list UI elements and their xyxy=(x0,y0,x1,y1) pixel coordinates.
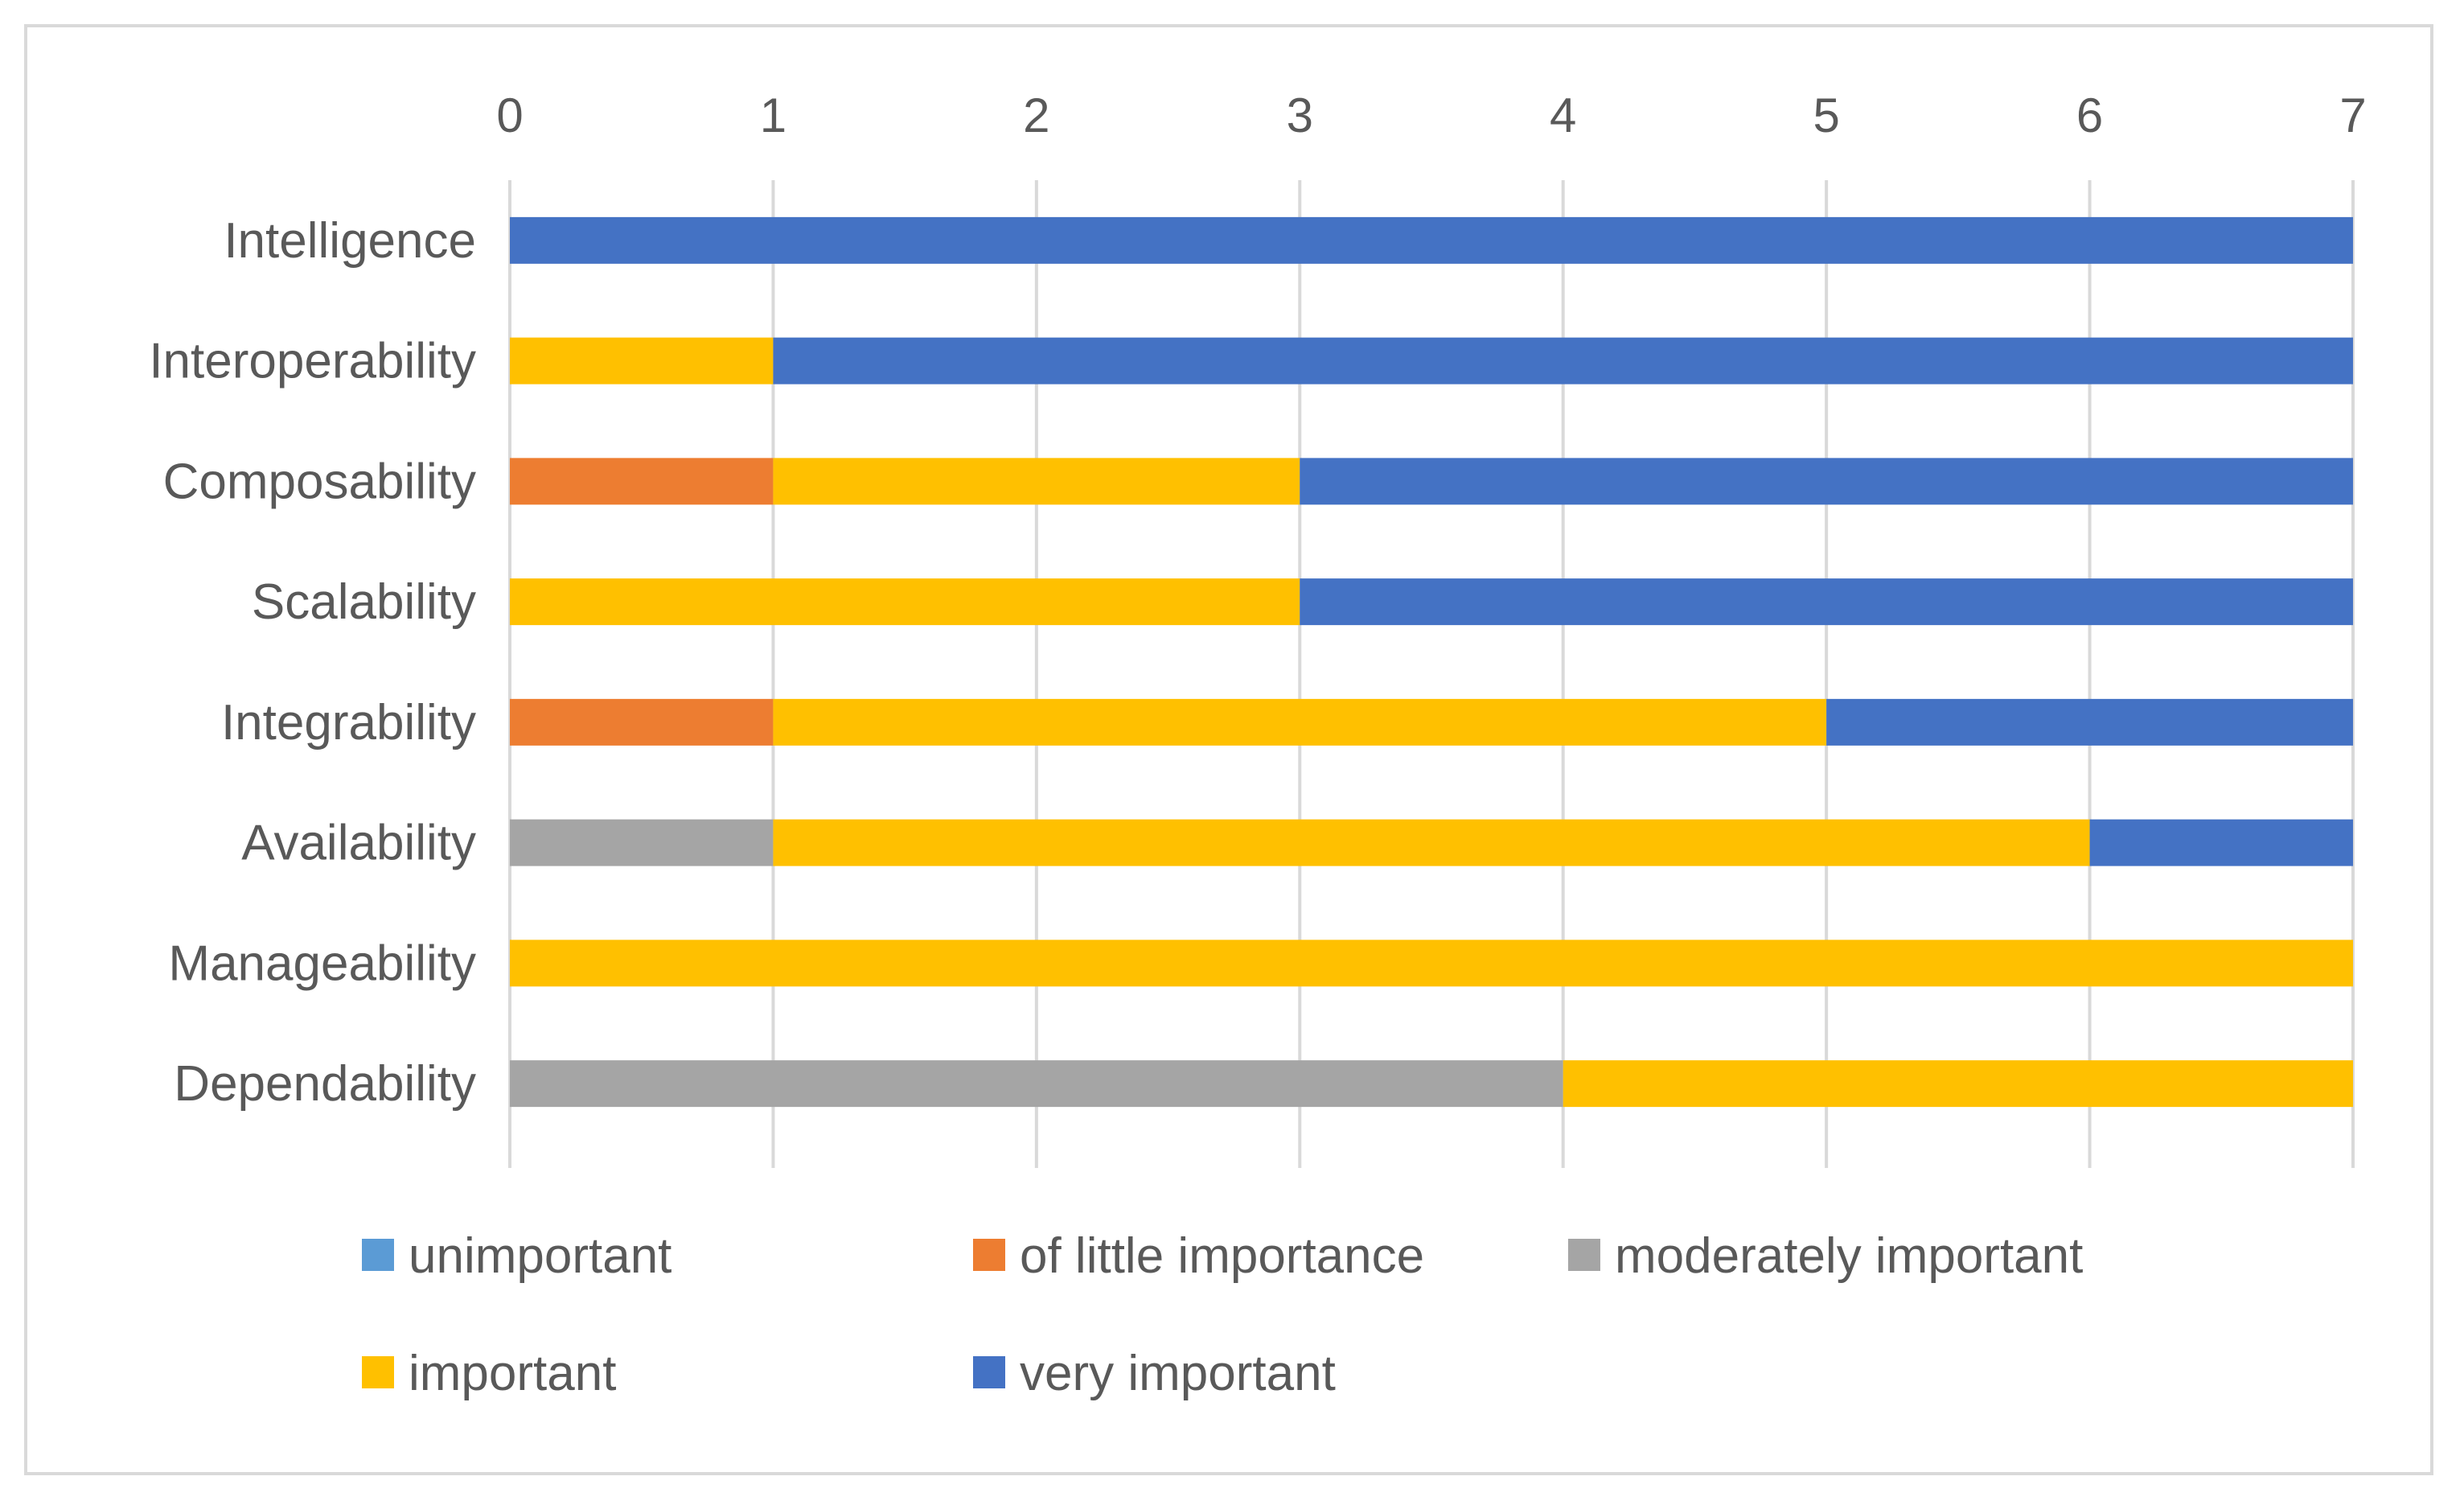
category-label: Composability xyxy=(163,454,476,509)
bar-segment xyxy=(510,698,774,746)
category-label: Dependability xyxy=(174,1056,476,1112)
bars xyxy=(510,216,2353,1108)
x-tick-label: 7 xyxy=(2339,88,2366,142)
category-label: Interoperability xyxy=(149,334,476,389)
legend-swatch xyxy=(973,1356,1005,1388)
bar-segment xyxy=(510,940,2353,987)
bar-segment xyxy=(1300,458,2353,505)
x-tick-label: 4 xyxy=(1550,88,1576,142)
bar-segment xyxy=(773,337,2353,385)
x-tick-label: 5 xyxy=(1813,88,1839,142)
legend-swatch xyxy=(1568,1239,1600,1271)
bar-segment xyxy=(773,698,1827,746)
category-label: Scalability xyxy=(252,574,476,630)
bar-segment xyxy=(2089,819,2353,866)
bar-segment xyxy=(510,337,774,385)
category-label: Availability xyxy=(241,816,476,871)
legend-swatch xyxy=(973,1239,1005,1271)
legend-swatch xyxy=(362,1356,394,1388)
x-tick-label: 3 xyxy=(1287,88,1313,142)
bar-segment xyxy=(773,458,1300,505)
legend-label: important xyxy=(409,1346,616,1401)
bar-segment xyxy=(773,819,2090,866)
bar-segment xyxy=(510,578,1300,626)
legend-label: very important xyxy=(1020,1346,1336,1401)
chart-frame: 0 1 2 3 4 5 6 7 Intelligence Interoperability Com… xyxy=(24,24,2433,1475)
x-tick-label: 2 xyxy=(1023,88,1049,142)
category-label: Manageability xyxy=(168,936,476,991)
category-label: Integrability xyxy=(221,695,476,750)
legend-label: moderately important xyxy=(1615,1228,2083,1284)
grid-lines xyxy=(508,180,2355,1168)
bar-segment xyxy=(1300,578,2353,626)
legend: unimportant of little importance moderatel… xyxy=(362,1228,2083,1401)
x-tick-label: 1 xyxy=(760,88,786,142)
bar-segment xyxy=(1826,698,2353,746)
legend-label: unimportant xyxy=(409,1228,671,1284)
bar-segment xyxy=(510,1060,1563,1108)
chart-svg: 0 1 2 3 4 5 6 7 Intelligence Interoperability Com… xyxy=(149,88,2366,1401)
bar-segment xyxy=(510,819,774,866)
x-tick-label: 0 xyxy=(496,88,523,142)
category-label: Intelligence xyxy=(224,213,476,269)
x-tick-label: 6 xyxy=(2076,88,2103,142)
legend-label: of little importance xyxy=(1020,1228,1424,1284)
bar-segment xyxy=(1563,1060,2353,1108)
bar-segment xyxy=(510,216,2353,264)
category-labels: Intelligence Interoperability Composabilit… xyxy=(149,213,476,1112)
legend-swatch xyxy=(362,1239,394,1271)
x-tick-labels: 0 1 2 3 4 5 6 7 xyxy=(496,88,2366,142)
bar-segment xyxy=(510,458,774,505)
